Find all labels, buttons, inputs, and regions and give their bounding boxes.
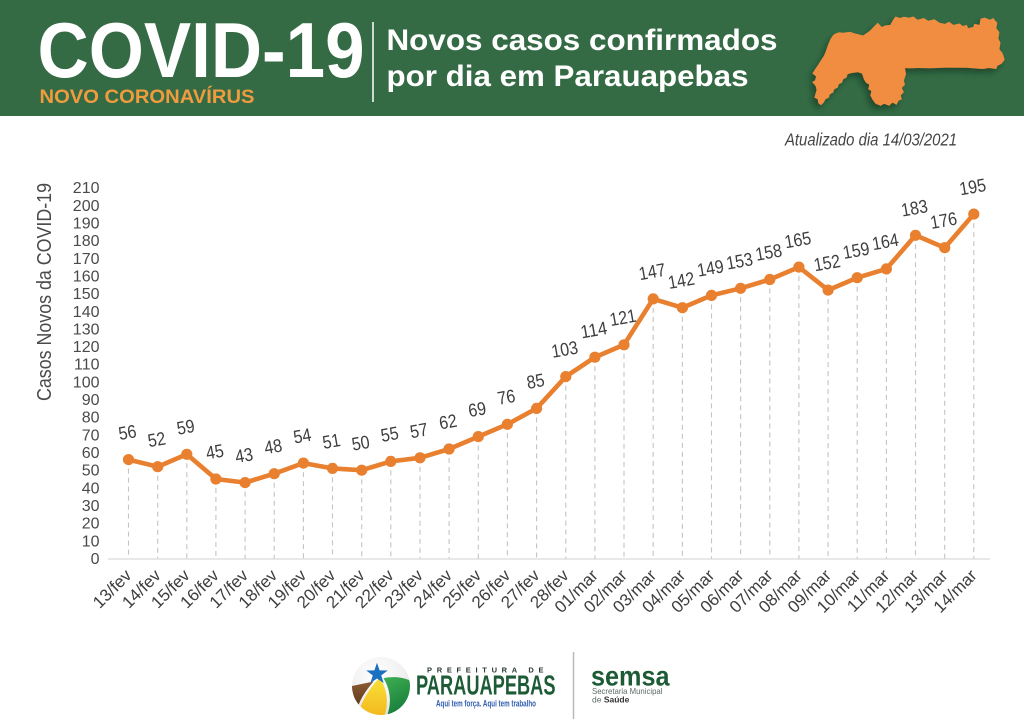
svg-text:140: 140 [73,304,100,321]
svg-text:55: 55 [379,422,400,446]
svg-text:164: 164 [870,229,900,254]
svg-text:PARAUAPEBAS: PARAUAPEBAS [416,670,556,701]
svg-text:80: 80 [82,410,100,427]
svg-text:60: 60 [82,445,100,462]
svg-text:76: 76 [496,385,517,409]
svg-text:195: 195 [958,174,988,199]
svg-text:152: 152 [812,250,842,275]
svg-text:52: 52 [146,427,167,451]
svg-text:de Saúde: de Saúde [592,695,630,705]
svg-text:69: 69 [467,397,488,421]
svg-text:170: 170 [73,251,100,268]
svg-text:142: 142 [666,268,696,293]
svg-text:62: 62 [437,410,458,434]
svg-text:158: 158 [754,239,784,264]
svg-text:190: 190 [73,216,100,233]
svg-text:183: 183 [899,195,929,220]
svg-text:200: 200 [73,198,100,215]
svg-text:159: 159 [841,238,871,263]
svg-text:130: 130 [73,321,100,338]
svg-text:147: 147 [637,259,667,284]
svg-text:153: 153 [725,248,755,273]
svg-text:43: 43 [233,443,254,467]
svg-text:56: 56 [117,420,138,444]
svg-text:54: 54 [292,424,313,448]
svg-text:57: 57 [408,419,429,443]
svg-text:20: 20 [82,516,100,533]
svg-text:50: 50 [350,431,371,455]
svg-text:Secretaria Municipal: Secretaria Municipal [592,686,663,696]
svg-text:NOVO CORONAVÍRUS: NOVO CORONAVÍRUS [40,86,255,108]
svg-text:150: 150 [73,286,100,303]
svg-text:180: 180 [73,233,100,250]
svg-text:103: 103 [550,337,580,362]
svg-text:100: 100 [73,374,100,391]
svg-text:149: 149 [695,255,725,280]
svg-text:Casos Novos da COVID-19: Casos Novos da COVID-19 [34,183,56,401]
svg-text:59: 59 [175,415,196,439]
svg-text:210: 210 [73,180,100,197]
svg-text:Novos casos confirmados: Novos casos confirmados [387,24,778,57]
svg-text:45: 45 [204,440,225,464]
svg-text:30: 30 [82,498,100,515]
svg-text:COVID-19: COVID-19 [38,6,365,94]
svg-text:48: 48 [262,434,283,458]
svg-text:121: 121 [608,305,638,330]
svg-text:10: 10 [82,533,100,550]
svg-text:semsa: semsa [591,661,670,692]
svg-text:176: 176 [929,208,959,233]
svg-text:0: 0 [91,551,100,568]
svg-text:85: 85 [525,369,546,393]
svg-text:110: 110 [74,357,100,374]
svg-text:PREFEITURA DE: PREFEITURA DE [427,666,548,675]
svg-text:por dia em Parauapebas: por dia em Parauapebas [387,60,749,93]
svg-text:160: 160 [73,268,100,285]
svg-text:50: 50 [82,463,100,480]
svg-text:40: 40 [82,480,100,497]
svg-text:51: 51 [321,429,342,453]
svg-text:Aqui tem força. Aqui tem traba: Aqui tem força. Aqui tem trabalho [436,699,536,710]
svg-text:70: 70 [82,427,100,444]
svg-text:Atualizado dia 14/03/2021: Atualizado dia 14/03/2021 [784,130,957,150]
svg-text:120: 120 [73,339,100,356]
svg-text:90: 90 [82,392,100,409]
svg-text:165: 165 [783,227,813,252]
svg-text:114: 114 [579,317,609,342]
